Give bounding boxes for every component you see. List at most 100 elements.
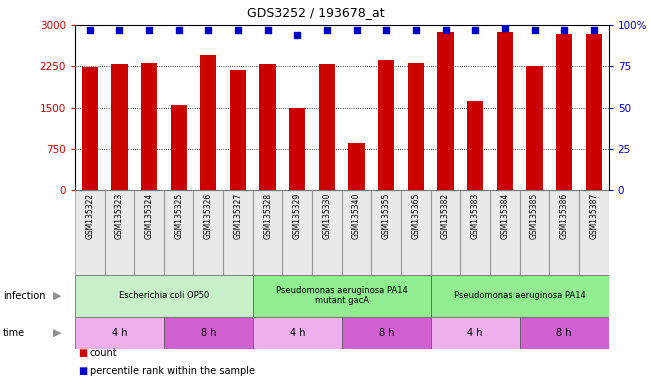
Point bbox=[411, 27, 421, 33]
Text: ■: ■ bbox=[78, 348, 87, 358]
Point bbox=[589, 27, 599, 33]
Bar bbox=[164, 190, 193, 275]
Bar bbox=[164, 190, 193, 275]
Text: GSM135325: GSM135325 bbox=[174, 193, 183, 239]
Bar bbox=[431, 275, 609, 317]
Point bbox=[440, 27, 450, 33]
Text: GSM135382: GSM135382 bbox=[441, 193, 450, 239]
Bar bbox=[467, 101, 484, 190]
Bar bbox=[223, 190, 253, 275]
Point bbox=[529, 27, 540, 33]
Bar bbox=[527, 66, 543, 190]
Bar bbox=[431, 317, 519, 349]
Text: GSM135386: GSM135386 bbox=[560, 193, 569, 239]
Bar bbox=[223, 190, 253, 275]
Bar bbox=[401, 190, 431, 275]
Text: 8 h: 8 h bbox=[557, 328, 572, 338]
Text: Pseudomonas aeruginosa PA14
mutant gacA: Pseudomonas aeruginosa PA14 mutant gacA bbox=[276, 286, 408, 305]
Bar bbox=[253, 275, 431, 317]
Bar bbox=[105, 190, 134, 275]
Bar bbox=[519, 317, 609, 349]
Text: GSM135323: GSM135323 bbox=[115, 193, 124, 239]
Bar bbox=[200, 55, 217, 190]
Text: GSM135384: GSM135384 bbox=[501, 193, 509, 239]
Bar bbox=[289, 108, 305, 190]
Bar bbox=[431, 190, 460, 275]
Bar bbox=[579, 190, 609, 275]
Bar bbox=[378, 60, 395, 190]
Bar bbox=[312, 190, 342, 275]
Bar bbox=[171, 105, 187, 190]
Bar bbox=[490, 190, 519, 275]
Text: GSM135326: GSM135326 bbox=[204, 193, 213, 239]
Text: GDS3252 / 193678_at: GDS3252 / 193678_at bbox=[247, 6, 385, 19]
Text: GSM135387: GSM135387 bbox=[589, 193, 598, 239]
Bar bbox=[431, 190, 460, 275]
Text: time: time bbox=[3, 328, 25, 338]
Bar bbox=[497, 32, 513, 190]
Text: GSM135355: GSM135355 bbox=[381, 193, 391, 239]
Bar bbox=[372, 190, 401, 275]
Bar bbox=[319, 64, 335, 190]
Bar bbox=[519, 190, 549, 275]
Bar bbox=[437, 32, 454, 190]
Text: 4 h: 4 h bbox=[290, 328, 305, 338]
Text: 4 h: 4 h bbox=[467, 328, 483, 338]
Point bbox=[262, 27, 273, 33]
Text: 8 h: 8 h bbox=[201, 328, 216, 338]
Bar bbox=[75, 190, 105, 275]
Text: GSM135322: GSM135322 bbox=[85, 193, 94, 239]
Text: GSM135383: GSM135383 bbox=[471, 193, 480, 239]
Bar bbox=[519, 190, 549, 275]
Bar bbox=[549, 190, 579, 275]
Bar bbox=[312, 190, 342, 275]
Bar bbox=[260, 64, 276, 190]
Bar bbox=[283, 190, 312, 275]
Text: percentile rank within the sample: percentile rank within the sample bbox=[90, 366, 255, 376]
Bar bbox=[134, 190, 164, 275]
Point bbox=[144, 27, 154, 33]
Text: GSM135365: GSM135365 bbox=[411, 193, 421, 239]
Text: ▶: ▶ bbox=[53, 291, 62, 301]
Point bbox=[292, 32, 303, 38]
Bar bbox=[111, 64, 128, 190]
Point bbox=[85, 27, 95, 33]
Point bbox=[500, 25, 510, 31]
Bar bbox=[253, 190, 283, 275]
Point bbox=[203, 27, 214, 33]
Text: infection: infection bbox=[3, 291, 46, 301]
Point bbox=[470, 27, 480, 33]
Bar bbox=[164, 317, 253, 349]
Bar bbox=[586, 34, 602, 190]
Text: ▶: ▶ bbox=[53, 328, 62, 338]
Point bbox=[173, 27, 184, 33]
Bar bbox=[193, 190, 223, 275]
Text: GSM135327: GSM135327 bbox=[234, 193, 242, 239]
Bar bbox=[460, 190, 490, 275]
Bar bbox=[75, 190, 105, 275]
Bar bbox=[105, 190, 134, 275]
Bar bbox=[460, 190, 490, 275]
Text: Pseudomonas aeruginosa PA14: Pseudomonas aeruginosa PA14 bbox=[454, 291, 586, 300]
Bar bbox=[348, 143, 365, 190]
Bar bbox=[230, 70, 246, 190]
Bar bbox=[75, 317, 164, 349]
Bar bbox=[549, 190, 579, 275]
Point bbox=[352, 27, 362, 33]
Bar bbox=[401, 190, 431, 275]
Bar bbox=[342, 190, 372, 275]
Bar bbox=[134, 190, 164, 275]
Text: GSM135328: GSM135328 bbox=[263, 193, 272, 239]
Text: GSM135340: GSM135340 bbox=[352, 193, 361, 239]
Text: 4 h: 4 h bbox=[111, 328, 127, 338]
Text: 8 h: 8 h bbox=[378, 328, 394, 338]
Bar bbox=[193, 190, 223, 275]
Text: count: count bbox=[90, 348, 117, 358]
Point bbox=[114, 27, 124, 33]
Bar bbox=[490, 190, 519, 275]
Bar bbox=[253, 317, 342, 349]
Bar bbox=[579, 190, 609, 275]
Bar bbox=[342, 317, 431, 349]
Bar bbox=[253, 190, 283, 275]
Bar bbox=[141, 63, 157, 190]
